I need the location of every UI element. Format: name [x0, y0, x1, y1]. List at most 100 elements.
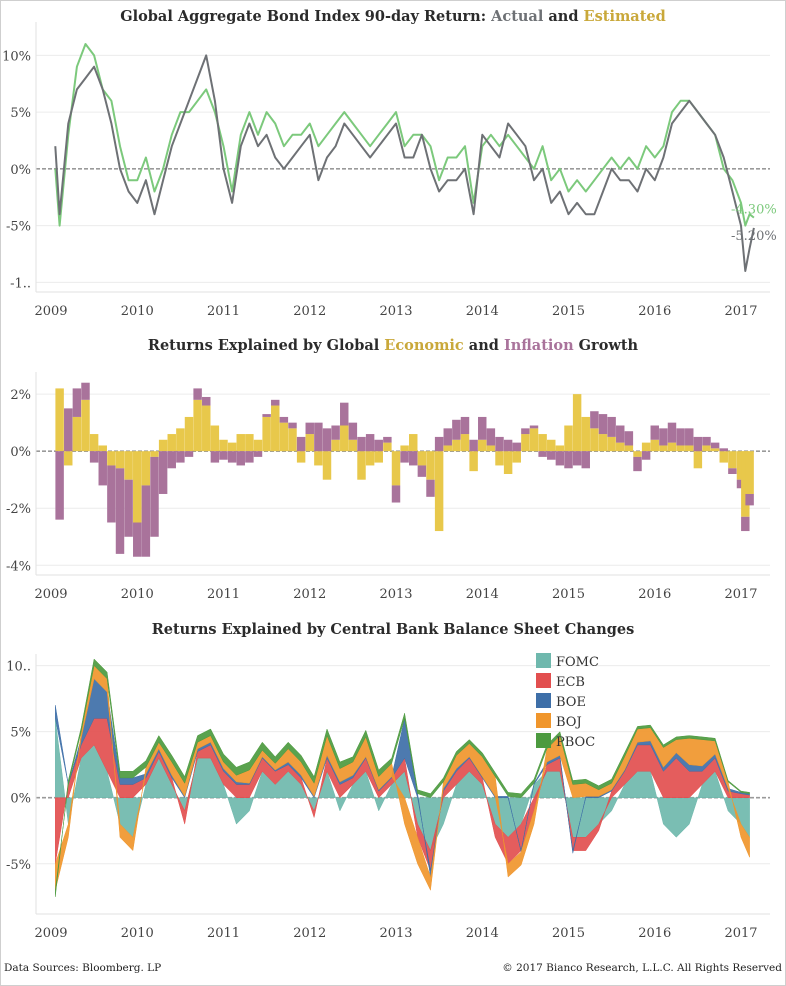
- bar-inflation: [253, 451, 263, 457]
- series-line-estimated: [54, 43, 755, 227]
- bar-economic: [529, 428, 539, 452]
- bar-inflation: [314, 422, 323, 452]
- bar-inflation: [81, 382, 90, 400]
- panel2-title-part: and: [463, 337, 504, 354]
- y-tick-label: 0%: [10, 445, 31, 460]
- bar-economic: [710, 448, 720, 452]
- bar-inflation: [676, 428, 685, 446]
- bar-economic: [555, 445, 565, 452]
- bar-economic: [650, 439, 659, 452]
- bar-economic: [331, 439, 340, 452]
- bar-economic: [357, 451, 366, 480]
- bar-inflation: [365, 434, 375, 452]
- series-line-actual: [54, 54, 755, 272]
- bar-inflation: [271, 399, 280, 406]
- bar-economic: [719, 451, 728, 463]
- legend-label-boe: BOE: [556, 695, 586, 710]
- bar-inflation: [443, 428, 452, 446]
- x-tick-label: 2015: [552, 926, 585, 941]
- bar-inflation: [728, 468, 737, 474]
- x-tick-label: 2010: [121, 304, 154, 319]
- legend-swatch-boj: [536, 713, 551, 728]
- bar-inflation: [667, 422, 677, 443]
- bar-economic: [150, 451, 159, 457]
- bar-economic: [314, 451, 323, 466]
- x-tick-label: 2012: [293, 926, 326, 941]
- bar-economic: [383, 442, 392, 452]
- bar-economic: [685, 445, 694, 452]
- x-tick-label: 2014: [466, 587, 499, 602]
- legend-label-boj: BOJ: [556, 715, 582, 730]
- bar-inflation: [650, 425, 659, 440]
- bar-inflation: [340, 402, 349, 426]
- bar-inflation: [590, 411, 599, 429]
- bar-inflation: [503, 439, 513, 452]
- bar-economic: [702, 445, 711, 452]
- bar-inflation: [357, 436, 366, 452]
- bar-economic: [245, 434, 254, 452]
- bar-inflation: [736, 479, 746, 489]
- x-tick-label: 2016: [638, 587, 671, 602]
- bar-inflation: [305, 422, 314, 435]
- bar-economic: [495, 451, 504, 466]
- bar-inflation: [158, 451, 168, 494]
- bar-economic: [409, 434, 418, 452]
- area-pboc: [55, 658, 750, 897]
- x-tick-label: 2014: [466, 926, 499, 941]
- panel2-title-part: Returns Explained by Global: [147, 337, 385, 354]
- bar-inflation: [55, 451, 64, 520]
- bar-economic: [167, 434, 176, 452]
- bar-economic: [452, 439, 461, 452]
- bar-economic: [262, 416, 271, 452]
- bar-inflation: [547, 451, 556, 460]
- bar-inflation: [607, 416, 616, 437]
- bar-inflation: [598, 414, 608, 435]
- legend-swatch-ecb: [536, 673, 551, 688]
- panel1-title-part: and: [543, 8, 584, 25]
- footer-copyright: © 2017 Bianco Research, L.L.C. All Right…: [502, 962, 782, 974]
- bar-economic: [107, 451, 116, 466]
- legend-swatch-boe: [536, 693, 551, 708]
- panel1-title-part: Global Aggregate Bond Index 90-day Retur…: [120, 8, 492, 25]
- bar-inflation: [322, 428, 332, 452]
- bar-economic: [400, 445, 409, 452]
- bar-inflation: [495, 436, 504, 452]
- bar-inflation: [741, 516, 750, 532]
- bar-economic: [158, 439, 168, 452]
- y-tick-label: -4%: [6, 559, 31, 574]
- y-tick-label: 5%: [10, 106, 31, 121]
- y-tick-label: -2%: [6, 502, 31, 517]
- x-tick-label: 2017: [724, 587, 757, 602]
- bar-inflation: [572, 451, 582, 466]
- legend-label-fomc: FOMC: [556, 655, 599, 670]
- panel1-title: Global Aggregate Bond Index 90-day Retur…: [0, 8, 786, 25]
- bar-economic: [667, 442, 677, 452]
- panel3-area-chart: 10.. 5% 0% -5% 2009 2010 2011 2012 2013 2014 2015 2…: [6, 653, 770, 941]
- bar-economic: [624, 445, 634, 452]
- x-tick-label: 2012: [293, 587, 326, 602]
- panel1-line-chart: 10% 5% 0% -5% -1..2009 2010 2011 2012 2013 2014 20…: [2, 22, 777, 319]
- bar-inflation: [460, 416, 470, 435]
- bar-inflation: [331, 425, 340, 440]
- bar-inflation: [89, 451, 99, 463]
- bar-economic: [572, 394, 582, 452]
- bar-economic: [305, 434, 314, 452]
- legend-swatch-pboc: [536, 733, 551, 748]
- bar-economic: [538, 434, 547, 452]
- bar-inflation: [512, 442, 521, 452]
- end-label-actual: -5.20%: [731, 229, 777, 244]
- bar-inflation: [141, 485, 151, 557]
- panel2-title-inflation: Inflation: [503, 337, 574, 354]
- bar-economic: [598, 434, 608, 452]
- bar-economic: [219, 439, 228, 452]
- bar-inflation: [452, 419, 461, 440]
- bar-inflation: [98, 451, 107, 486]
- bar-inflation: [383, 436, 392, 443]
- bar-economic: [521, 434, 530, 452]
- panel2-bar-chart: 2% 0% -2% -4%2009 2010 2011 2012 2013 2014 2015 20…: [6, 372, 770, 602]
- bar-inflation: [469, 439, 478, 452]
- bar-inflation: [633, 456, 642, 472]
- bar-economic: [616, 442, 625, 452]
- bar-economic: [271, 405, 280, 452]
- y-tick-label: 5%: [10, 726, 31, 741]
